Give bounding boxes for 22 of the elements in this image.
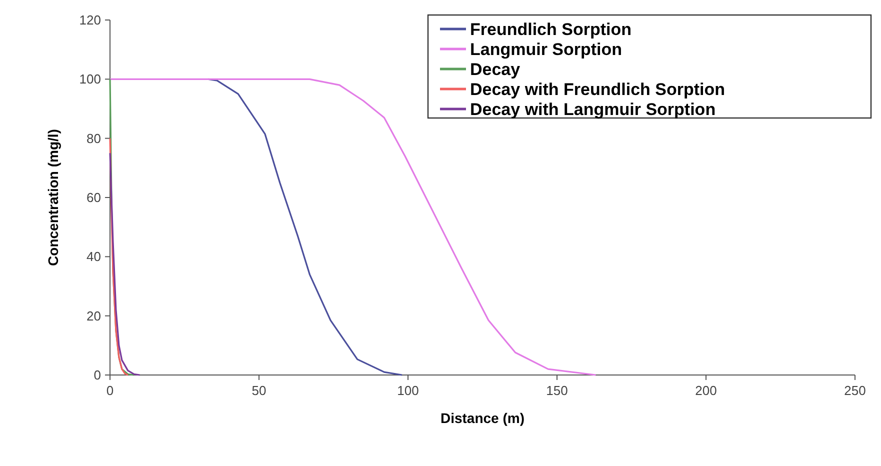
x-tick-label: 50: [252, 383, 266, 398]
line-series: [208, 78, 403, 376]
y-tick-label: 40: [86, 249, 101, 264]
y-tick-label: 20: [86, 308, 101, 324]
legend-label: Freundlich Sorption: [470, 20, 632, 39]
legend-label: Decay with Langmuir Sorption: [470, 100, 716, 119]
legend-label: Langmuir Sorption: [470, 40, 622, 59]
x-tick-label: 0: [106, 383, 114, 398]
legend-label: Decay: [470, 60, 521, 79]
x-tick-label: 250: [844, 383, 866, 398]
y-axis-title: Concentration (mg/l): [45, 129, 61, 266]
legend-label: Decay with Freundlich Sorption: [470, 80, 726, 99]
line-series: [109, 152, 141, 376]
y-tick-label: 120: [79, 12, 101, 28]
y-tick-label: 0: [94, 368, 101, 382]
x-tick-label: 100: [397, 383, 419, 398]
x-axis-title: Distance (m): [440, 410, 525, 426]
y-tick-label: 80: [86, 130, 101, 146]
y-tick-label: 100: [79, 72, 101, 87]
x-tick-label: 200: [695, 383, 717, 398]
x-tick-label: 150: [546, 383, 568, 398]
y-tick-label: 60: [86, 190, 101, 205]
